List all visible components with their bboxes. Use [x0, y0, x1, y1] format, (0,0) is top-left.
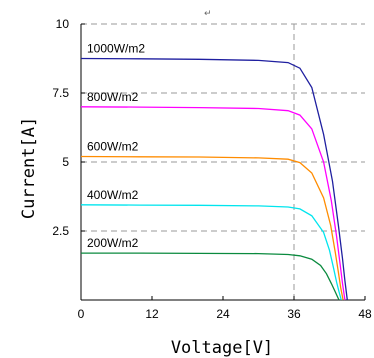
- y-tick-label: 5: [62, 155, 69, 169]
- series-line: [81, 252, 340, 301]
- series-label: 400W/m2: [87, 188, 139, 202]
- series-lines: [80, 57, 348, 301]
- grid-lines: [81, 23, 365, 300]
- y-axis-label: Current[A]: [19, 117, 39, 219]
- series-line: [80, 155, 344, 301]
- x-tick-label: 24: [216, 307, 230, 321]
- series-label: 200W/m2: [87, 236, 139, 250]
- series-label: 800W/m2: [87, 90, 139, 104]
- x-tick-labels: 0 12 24 36 48: [78, 296, 372, 321]
- x-tick-label: 0: [78, 307, 85, 321]
- y-tick-label: 2.5: [52, 224, 69, 238]
- series-line: [80, 204, 342, 301]
- series-line: [80, 106, 346, 301]
- annotation-mark: ↵: [204, 9, 212, 19]
- series-label: 1000W/m2: [87, 42, 145, 56]
- series-labels: 1000W/m2 800W/m2 600W/m2 400W/m2 200W/m2: [87, 42, 145, 251]
- series-label: 600W/m2: [87, 139, 139, 153]
- x-axis-label: Voltage[V]: [171, 338, 273, 358]
- y-tick-labels: 2.5 5 7.5 10: [52, 17, 85, 238]
- x-tick-label: 12: [145, 307, 159, 321]
- y-tick-label: 10: [56, 17, 70, 31]
- series-line: [80, 57, 348, 301]
- y-tick-label: 7.5: [52, 86, 69, 100]
- x-tick-label: 36: [287, 307, 301, 321]
- x-tick-label: 48: [358, 307, 372, 321]
